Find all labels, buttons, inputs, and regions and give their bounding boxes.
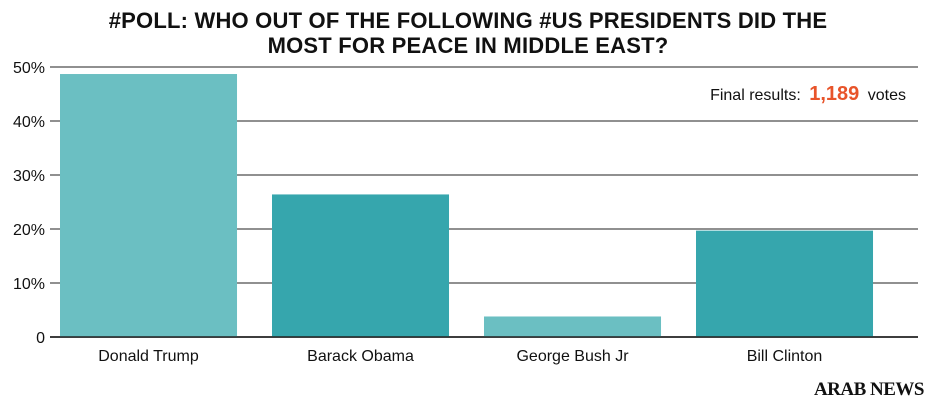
chart-title-line-2: MOST FOR PEACE IN MIDDLE EAST?	[267, 33, 669, 58]
vote-count: 1,189	[809, 83, 860, 105]
final-results-label: Final results:	[710, 87, 801, 104]
bar-george-bush-jr	[484, 316, 662, 337]
chart-title: #POLL: WHO OUT OF THE FOLLOWING #US PRES…	[0, 8, 936, 58]
y-tick-label: 20%	[13, 222, 45, 239]
x-tick-label: Donald Trump	[98, 348, 199, 365]
x-tick-label: Barack Obama	[307, 348, 414, 365]
final-results-note: Final results: 1,189 votes	[710, 83, 906, 106]
y-tick-label: 10%	[13, 276, 45, 293]
votes-label: votes	[867, 87, 906, 104]
y-tick-label: 40%	[13, 114, 45, 131]
bar-bill-clinton	[696, 230, 874, 337]
bar-donald-trump	[60, 74, 238, 338]
x-tick-label: George Bush Jr	[516, 348, 629, 365]
chart-title-line-1: #POLL: WHO OUT OF THE FOLLOWING #US PRES…	[108, 8, 828, 33]
x-tick-label: Bill Clinton	[747, 348, 823, 365]
y-tick-label: 30%	[13, 168, 45, 185]
bar-barack-obama	[272, 194, 450, 337]
y-tick-label: 50%	[13, 60, 45, 77]
y-tick-label: 0	[36, 330, 45, 347]
arab-news-logo: ARAB NEWS	[813, 379, 925, 400]
